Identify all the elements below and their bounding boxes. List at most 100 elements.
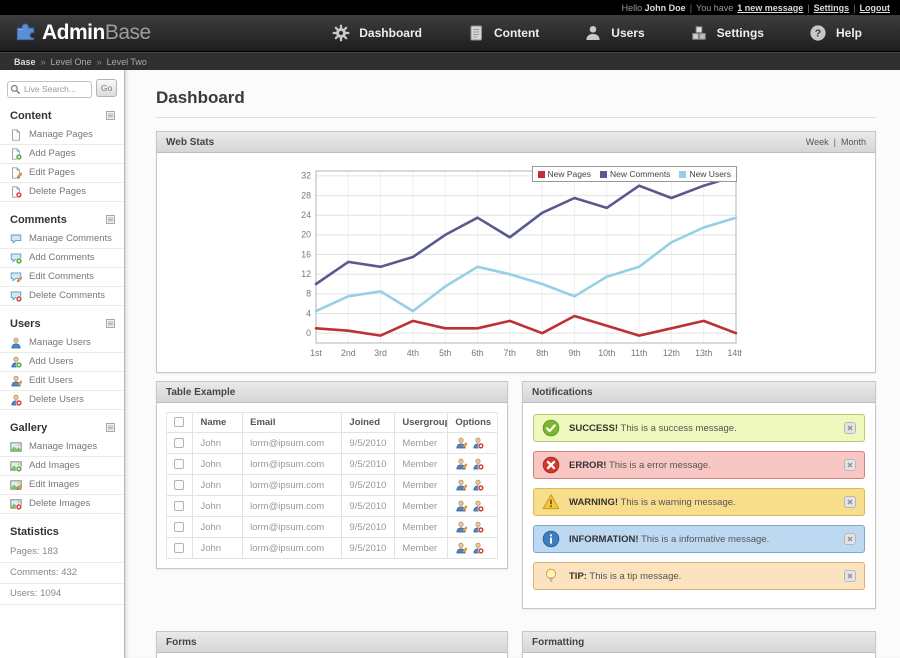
section-collapse-icon[interactable] — [106, 423, 115, 432]
row-checkbox[interactable] — [174, 542, 184, 553]
close-icon[interactable] — [844, 570, 856, 582]
alert-text: INFORMATION! This is a informative messa… — [569, 533, 770, 545]
user-delete-icon[interactable] — [472, 500, 485, 513]
svg-text:10th: 10th — [598, 348, 615, 358]
page-icon — [10, 128, 22, 141]
section-collapse-icon[interactable] — [106, 215, 115, 224]
sidebar-item-manage-pages[interactable]: Manage Pages — [0, 126, 124, 145]
user-delete-icon[interactable] — [472, 521, 485, 534]
sidebar-item-manage-comments[interactable]: Manage Comments — [0, 230, 124, 249]
sidebar-item-delete-images[interactable]: Delete Images — [0, 495, 124, 514]
comment-icon — [10, 233, 22, 245]
nav-item-help[interactable]: ? Help — [808, 23, 862, 43]
nav-item-users[interactable]: Users — [583, 23, 645, 43]
sidebar-item-add-images[interactable]: Add Images — [0, 457, 124, 476]
cell-usergroup: Member — [394, 495, 449, 517]
logout-link[interactable]: Logout — [859, 2, 891, 13]
formatting-header: Formatting — [523, 632, 875, 653]
user-edit-icon[interactable] — [455, 521, 469, 533]
range-link-month[interactable]: Month — [840, 137, 866, 147]
search-go-button[interactable]: Go — [96, 79, 117, 98]
search-icon — [10, 82, 21, 100]
sidebar-section-header[interactable]: Content — [0, 107, 124, 126]
close-icon[interactable] — [844, 422, 856, 434]
svg-text:2nd: 2nd — [341, 348, 356, 358]
user-edit-icon[interactable] — [455, 458, 469, 470]
user-delete-icon — [10, 394, 23, 406]
row-checkbox[interactable] — [174, 437, 184, 448]
sidebar-item-add-users[interactable]: Add Users — [0, 353, 124, 372]
gear-icon — [331, 23, 351, 43]
breadcrumb-item-base[interactable]: Base — [14, 56, 36, 67]
image-icon — [10, 441, 22, 453]
breadcrumb-item-level-one[interactable]: Level One — [50, 56, 92, 67]
svg-text:8: 8 — [306, 289, 311, 299]
sidebar-item-add-pages[interactable]: Add Pages — [0, 145, 124, 164]
search-input[interactable] — [7, 80, 92, 98]
sidebar-section-header[interactable]: Comments — [0, 211, 124, 230]
nav-item-content[interactable]: Content — [466, 23, 539, 43]
nav-label: Users — [611, 26, 645, 40]
cell-email: lorm@ipsum.com — [242, 474, 343, 496]
svg-text:0: 0 — [306, 328, 311, 338]
sidebar-item-edit-images[interactable]: Edit Images — [0, 476, 124, 495]
cell-name: John — [192, 516, 244, 538]
row-options — [455, 521, 490, 534]
sidebar-item-label: Manage Users — [29, 337, 91, 348]
legend-swatch — [599, 170, 607, 178]
row-checkbox[interactable] — [174, 458, 184, 469]
row-checkbox[interactable] — [174, 500, 184, 511]
user-delete-icon[interactable] — [472, 458, 485, 471]
close-icon[interactable] — [844, 496, 856, 508]
sidebar-item-label: Add Users — [29, 356, 74, 367]
select-all-checkbox[interactable] — [174, 417, 184, 428]
row-checkbox[interactable] — [174, 521, 184, 532]
sidebar-section-header[interactable]: Users — [0, 315, 124, 334]
sidebar-item-manage-images[interactable]: Manage Images — [0, 438, 124, 457]
close-icon[interactable] — [844, 459, 856, 471]
app-logo[interactable]: AdminBase — [14, 19, 151, 47]
sidebar-item-manage-users[interactable]: Manage Users — [0, 334, 124, 353]
sidebar-item-delete-users[interactable]: Delete Users — [0, 391, 124, 410]
section-collapse-icon[interactable] — [106, 319, 115, 328]
sidebar-item-label: Manage Pages — [29, 129, 93, 140]
row-checkbox[interactable] — [174, 479, 184, 490]
username: John Doe — [644, 2, 686, 13]
breadcrumb-item-level-two[interactable]: Level Two — [106, 56, 147, 67]
sidebar-section-header[interactable]: Gallery — [0, 419, 124, 438]
sidebar-item-edit-pages[interactable]: Edit Pages — [0, 164, 124, 183]
svg-text:13th: 13th — [695, 348, 712, 358]
user-edit-icon[interactable] — [455, 437, 469, 449]
sidebar-item-label: Edit Images — [29, 479, 80, 490]
alert-tip: TIP: This is a tip message. — [533, 562, 865, 590]
sidebar-item-delete-pages[interactable]: Delete Pages — [0, 183, 124, 202]
sidebar-item-edit-users[interactable]: Edit Users — [0, 372, 124, 391]
sidebar-item-add-comments[interactable]: Add Comments — [0, 249, 124, 268]
nav-item-settings[interactable]: Settings — [689, 23, 764, 43]
sidebar-item-edit-comments[interactable]: Edit Comments — [0, 268, 124, 287]
legend-item-new-users: New Users — [679, 169, 731, 179]
sidebar-item-label: Delete Images — [29, 498, 91, 509]
user-delete-icon[interactable] — [472, 542, 485, 555]
cell-usergroup: Member — [394, 432, 449, 454]
sidebar-item-delete-comments[interactable]: Delete Comments — [0, 287, 124, 306]
user-edit-icon[interactable] — [455, 500, 469, 512]
sidebar-item-label: Manage Comments — [29, 233, 112, 244]
new-message-link[interactable]: 1 new message — [737, 2, 804, 13]
user-delete-icon[interactable] — [472, 479, 485, 492]
cell-email: lorm@ipsum.com — [242, 516, 343, 538]
user-edit-icon[interactable] — [455, 479, 469, 491]
cell-usergroup: Member — [394, 474, 449, 496]
svg-text:6th: 6th — [471, 348, 483, 358]
user-delete-icon[interactable] — [472, 437, 485, 450]
section-collapse-icon[interactable] — [106, 111, 115, 120]
close-icon[interactable] — [844, 533, 856, 545]
user-edit-icon[interactable] — [455, 542, 469, 554]
range-link-week[interactable]: Week — [805, 137, 829, 147]
settings-link[interactable]: Settings — [813, 2, 850, 13]
image-add-icon — [10, 460, 23, 472]
nav-item-dashboard[interactable]: Dashboard — [331, 23, 422, 43]
info-icon — [542, 530, 560, 548]
app-header: AdminBase Dashboard Content Users Settin… — [0, 15, 900, 52]
